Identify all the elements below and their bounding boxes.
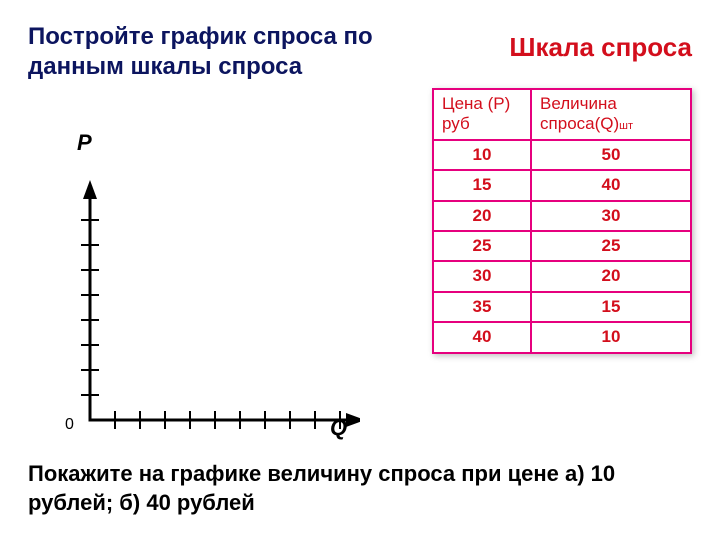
- cell-quantity: 25: [531, 231, 691, 261]
- y-axis-label: P: [77, 130, 92, 156]
- axes-svg: [60, 130, 360, 450]
- origin-label: 0: [65, 416, 74, 434]
- instruction-title: Постройте график спроса по данным шкалы …: [28, 22, 408, 82]
- header-price: Цена (Р) руб: [433, 89, 531, 140]
- table-title: Шкала спроса: [509, 32, 692, 63]
- x-axis-label: Q: [330, 415, 347, 441]
- table-header-row: Цена (Р) руб Величина спроса(Q)шт: [433, 89, 691, 140]
- cell-price: 35: [433, 292, 531, 322]
- cell-quantity: 50: [531, 140, 691, 170]
- cell-price: 10: [433, 140, 531, 170]
- demand-scale-table: Цена (Р) руб Величина спроса(Q)шт 105015…: [432, 88, 692, 354]
- table-row: 2525: [433, 231, 691, 261]
- cell-quantity: 15: [531, 292, 691, 322]
- table-row: 1050: [433, 140, 691, 170]
- cell-quantity: 40: [531, 170, 691, 200]
- table-row: 4010: [433, 322, 691, 352]
- cell-quantity: 30: [531, 201, 691, 231]
- table-row: 3515: [433, 292, 691, 322]
- cell-quantity: 10: [531, 322, 691, 352]
- table-row: 1540: [433, 170, 691, 200]
- cell-price: 20: [433, 201, 531, 231]
- slide: Постройте график спроса по данным шкалы …: [0, 0, 720, 540]
- cell-price: 25: [433, 231, 531, 261]
- header-quantity: Величина спроса(Q)шт: [531, 89, 691, 140]
- table-row: 3020: [433, 261, 691, 291]
- cell-price: 40: [433, 322, 531, 352]
- table-row: 2030: [433, 201, 691, 231]
- table-body: 1050154020302525302035154010: [433, 140, 691, 353]
- cell-price: 15: [433, 170, 531, 200]
- cell-quantity: 20: [531, 261, 691, 291]
- cell-price: 30: [433, 261, 531, 291]
- question-prompt: Покажите на графике величину спроса при …: [28, 460, 648, 517]
- chart-axes: [60, 130, 360, 450]
